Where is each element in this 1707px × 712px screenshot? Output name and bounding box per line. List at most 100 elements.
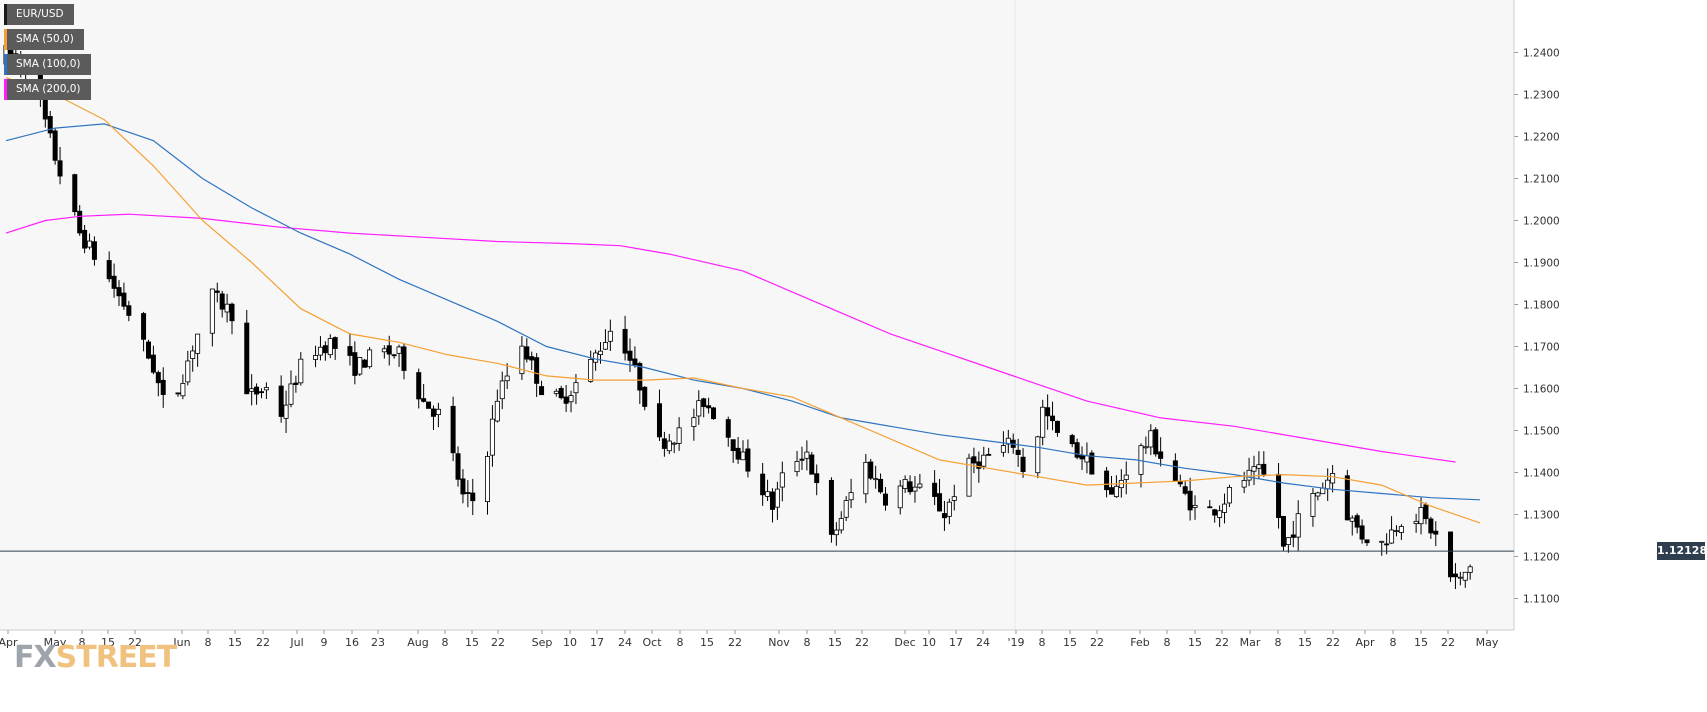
y-tick-label: 1.1900 — [1523, 258, 1560, 270]
candle-body — [381, 348, 387, 353]
candle-body — [416, 372, 422, 400]
candle-body — [941, 513, 947, 519]
candle-body — [116, 287, 122, 297]
x-tick-label: 16 — [345, 636, 359, 649]
candle-body — [1089, 452, 1095, 475]
candle-body — [986, 453, 992, 456]
legend-item-eurusd[interactable]: EUR/USD — [4, 4, 74, 25]
candle-body — [494, 400, 500, 422]
candle-body — [848, 492, 854, 501]
y-tick-label: 1.1700 — [1523, 342, 1560, 354]
candle-body — [470, 492, 476, 502]
candle-body — [499, 380, 505, 400]
x-tick-label: 23 — [371, 636, 385, 649]
x-tick-label: Dec — [894, 636, 915, 649]
candle-body — [190, 350, 196, 359]
candle-body — [1207, 506, 1213, 509]
x-tick-label: 22 — [491, 636, 505, 649]
x-tick-label: 15 — [1188, 636, 1202, 649]
candle-body — [450, 405, 456, 454]
x-tick-label: 8 — [1275, 636, 1282, 649]
x-tick-label: 8 — [677, 636, 684, 649]
legend-item-sma100[interactable]: SMA (100,0) — [4, 54, 91, 75]
x-tick-label: Mar — [1240, 636, 1261, 649]
y-tick-label: 1.1600 — [1523, 384, 1560, 396]
candle-body — [293, 382, 299, 385]
x-tick-label: Aug — [407, 636, 428, 649]
candle-body — [661, 438, 667, 449]
candle-body — [121, 292, 127, 307]
candle-body — [779, 472, 785, 488]
candle-body — [155, 372, 161, 384]
candle-body — [1384, 543, 1390, 546]
candle-body — [1217, 510, 1223, 518]
candle-body — [258, 391, 264, 394]
candle-body — [666, 440, 672, 452]
candle-body — [485, 456, 491, 503]
candle-body — [946, 501, 952, 517]
legend-item-sma200[interactable]: SMA (200,0) — [4, 79, 91, 100]
x-tick-label: 9 — [321, 636, 328, 649]
x-tick-label: 8 — [79, 636, 86, 649]
candle-body — [873, 478, 879, 481]
candle-body — [966, 457, 972, 497]
candle-body — [1084, 455, 1090, 463]
candle-body — [1256, 464, 1262, 469]
x-tick-label: 15 — [828, 636, 842, 649]
candle-body — [622, 328, 628, 354]
x-tick-label: 15 — [1063, 636, 1077, 649]
candle-body — [1040, 406, 1046, 438]
candle-body — [529, 356, 535, 361]
x-tick-label: 22 — [728, 636, 742, 649]
candle-body — [607, 330, 613, 342]
legend-item-sma50[interactable]: SMA (50,0) — [4, 29, 84, 50]
candle-body — [1344, 475, 1350, 521]
candle-body — [799, 458, 805, 461]
candle-body — [1148, 430, 1154, 448]
candle-body — [1418, 507, 1424, 525]
candle-body — [209, 288, 215, 334]
candle-body — [430, 408, 436, 417]
x-tick-label: May — [44, 636, 67, 649]
x-tick-label: 8 — [442, 636, 449, 649]
candle-body — [711, 407, 717, 420]
y-tick-label: 1.2100 — [1523, 174, 1560, 186]
candle-body — [1452, 573, 1458, 578]
candle-body — [519, 345, 525, 375]
candle-body — [809, 454, 815, 475]
candle-body — [357, 357, 363, 375]
candle-body — [1187, 490, 1193, 511]
candle-body — [568, 395, 574, 403]
candle-body — [1364, 539, 1370, 544]
candle-body — [175, 392, 181, 395]
candle-body — [1251, 466, 1257, 472]
candle-body — [602, 342, 608, 350]
sma-50-line — [5, 77, 1481, 524]
candle-body — [52, 130, 58, 161]
candle-body — [57, 160, 63, 177]
candle-body — [534, 357, 540, 384]
plot-area — [0, 0, 1514, 630]
candle-body — [87, 240, 93, 248]
x-tick-label: 24 — [976, 636, 990, 649]
candle-body — [141, 313, 147, 340]
candle-body — [421, 398, 427, 402]
candle-body — [588, 358, 594, 382]
candle-body — [426, 401, 432, 409]
candle-body — [907, 481, 913, 493]
candle-body — [917, 483, 923, 488]
x-tick-label: 8 — [1390, 636, 1397, 649]
y-tick-label: 1.2400 — [1523, 48, 1560, 60]
y-tick-label: 1.1300 — [1523, 510, 1560, 522]
candle-body — [804, 451, 810, 459]
candle-body — [106, 260, 112, 280]
candle-body — [1349, 517, 1355, 522]
legend-swatch-sma100 — [4, 54, 7, 75]
candle-body — [224, 303, 230, 313]
candle-body — [352, 352, 358, 376]
candle-body — [229, 303, 235, 322]
candle-body — [1222, 503, 1228, 513]
candle-body — [1413, 520, 1419, 524]
x-tick-label: 8 — [804, 636, 811, 649]
